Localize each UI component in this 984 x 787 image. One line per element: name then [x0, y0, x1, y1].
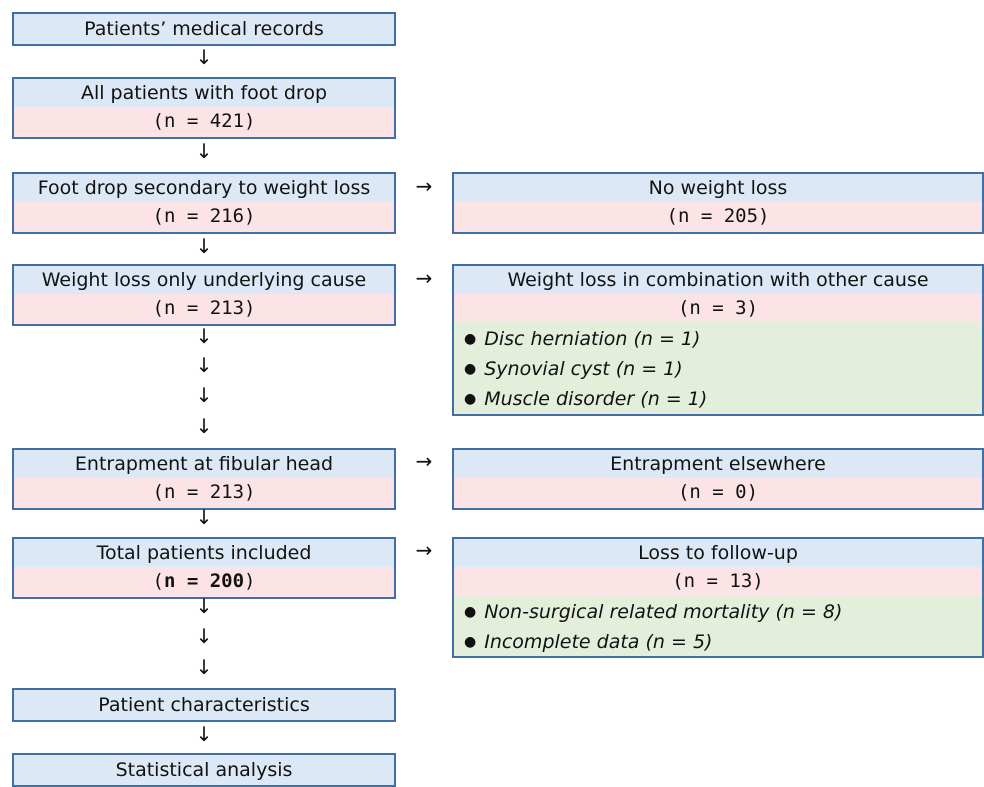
list-item: ● Disc herniation (n = 1) [454, 324, 982, 354]
down-arrow-icon: ↓ [195, 505, 213, 529]
down-arrow-icon: ↓ [195, 594, 213, 618]
right-arrow-icon: → [415, 174, 433, 198]
box-entrapment-fibular-title: Entrapment at fibular head [14, 450, 394, 478]
box-total-included-count: (n = 200) [14, 567, 394, 595]
box-loss-follow-up-count: (n = 13) [454, 567, 982, 595]
box-statistical-analysis: Statistical analysis [12, 753, 396, 787]
box-no-weight-loss-title: No weight loss [454, 174, 982, 202]
box-statistical-analysis-title: Statistical analysis [14, 755, 394, 785]
list-item: ● Synovial cyst (n = 1) [454, 354, 982, 384]
box-all-patients-title: All patients with foot drop [14, 79, 394, 107]
right-arrow-icon: → [415, 538, 433, 562]
box-entrapment-fibular: Entrapment at fibular head (n = 213) [12, 448, 396, 510]
box-all-patients: All patients with foot drop (n = 421) [12, 77, 396, 139]
box-combination-cause-count: (n = 3) [454, 294, 982, 322]
down-arrow-icon: ↓ [195, 722, 213, 746]
down-arrow-icon: ↓ [195, 324, 213, 348]
list-item-text: Incomplete data (n = 5) [484, 631, 713, 653]
box-combination-cause: Weight loss in combination with other ca… [452, 264, 984, 416]
box-loss-follow-up-title: Loss to follow-up [454, 539, 982, 567]
box-entrapment-elsewhere-count: (n = 0) [454, 478, 982, 506]
box-secondary-weight-loss-title: Foot drop secondary to weight loss [14, 174, 394, 202]
list-item: ● Incomplete data (n = 5) [454, 627, 982, 656]
count-open-paren: ( [152, 570, 164, 592]
count-close-paren: ) [244, 570, 256, 592]
right-arrow-icon: → [415, 449, 433, 473]
box-entrapment-fibular-count: (n = 213) [14, 478, 394, 506]
box-total-included: Total patients included (n = 200) [12, 537, 396, 599]
box-secondary-weight-loss-count: (n = 216) [14, 202, 394, 230]
box-patient-characteristics-title: Patient characteristics [14, 690, 394, 720]
list-item-text: Disc herniation (n = 1) [484, 328, 701, 350]
down-arrow-icon: ↓ [195, 139, 213, 163]
down-arrow-icon: ↓ [195, 414, 213, 438]
down-arrow-icon: ↓ [195, 353, 213, 377]
box-entrapment-elsewhere-title: Entrapment elsewhere [454, 450, 982, 478]
list-item-text: Muscle disorder (n = 1) [484, 388, 708, 410]
down-arrow-icon: ↓ [195, 624, 213, 648]
right-arrow-icon: → [415, 266, 433, 290]
loss-follow-up-list: ● Non-surgical related mortality (n = 8) … [454, 595, 982, 656]
bullet-icon: ● [464, 361, 477, 377]
box-only-cause: Weight loss only underlying cause (n = 2… [12, 264, 396, 326]
list-item-text: Non-surgical related mortality (n = 8) [484, 601, 843, 623]
box-only-cause-count: (n = 213) [14, 294, 394, 322]
box-combination-cause-title: Weight loss in combination with other ca… [454, 266, 982, 294]
box-only-cause-title: Weight loss only underlying cause [14, 266, 394, 294]
box-loss-follow-up: Loss to follow-up (n = 13) ● Non-surgical… [452, 537, 984, 658]
bullet-icon: ● [464, 634, 477, 650]
list-item: ● Non-surgical related mortality (n = 8) [454, 597, 982, 627]
down-arrow-icon: ↓ [195, 234, 213, 258]
bullet-icon: ● [464, 604, 477, 620]
box-no-weight-loss: No weight loss (n = 205) [452, 172, 984, 234]
box-medical-records-title: Patients’ medical records [14, 14, 394, 44]
box-entrapment-elsewhere: Entrapment elsewhere (n = 0) [452, 448, 984, 510]
bullet-icon: ● [464, 331, 477, 347]
box-all-patients-count: (n = 421) [14, 107, 394, 135]
down-arrow-icon: ↓ [195, 45, 213, 69]
box-secondary-weight-loss: Foot drop secondary to weight loss (n = … [12, 172, 396, 234]
box-medical-records: Patients’ medical records [12, 12, 396, 46]
down-arrow-icon: ↓ [195, 383, 213, 407]
box-total-included-title: Total patients included [14, 539, 394, 567]
combination-cause-list: ● Disc herniation (n = 1) ● Synovial cyst … [454, 322, 982, 414]
list-item: ● Muscle disorder (n = 1) [454, 384, 982, 414]
list-item-text: Synovial cyst (n = 1) [484, 358, 683, 380]
down-arrow-icon: ↓ [195, 655, 213, 679]
box-no-weight-loss-count: (n = 205) [454, 202, 982, 230]
box-patient-characteristics: Patient characteristics [12, 688, 396, 722]
bullet-icon: ● [464, 391, 477, 407]
count-bold-value: n = 200 [163, 570, 245, 592]
